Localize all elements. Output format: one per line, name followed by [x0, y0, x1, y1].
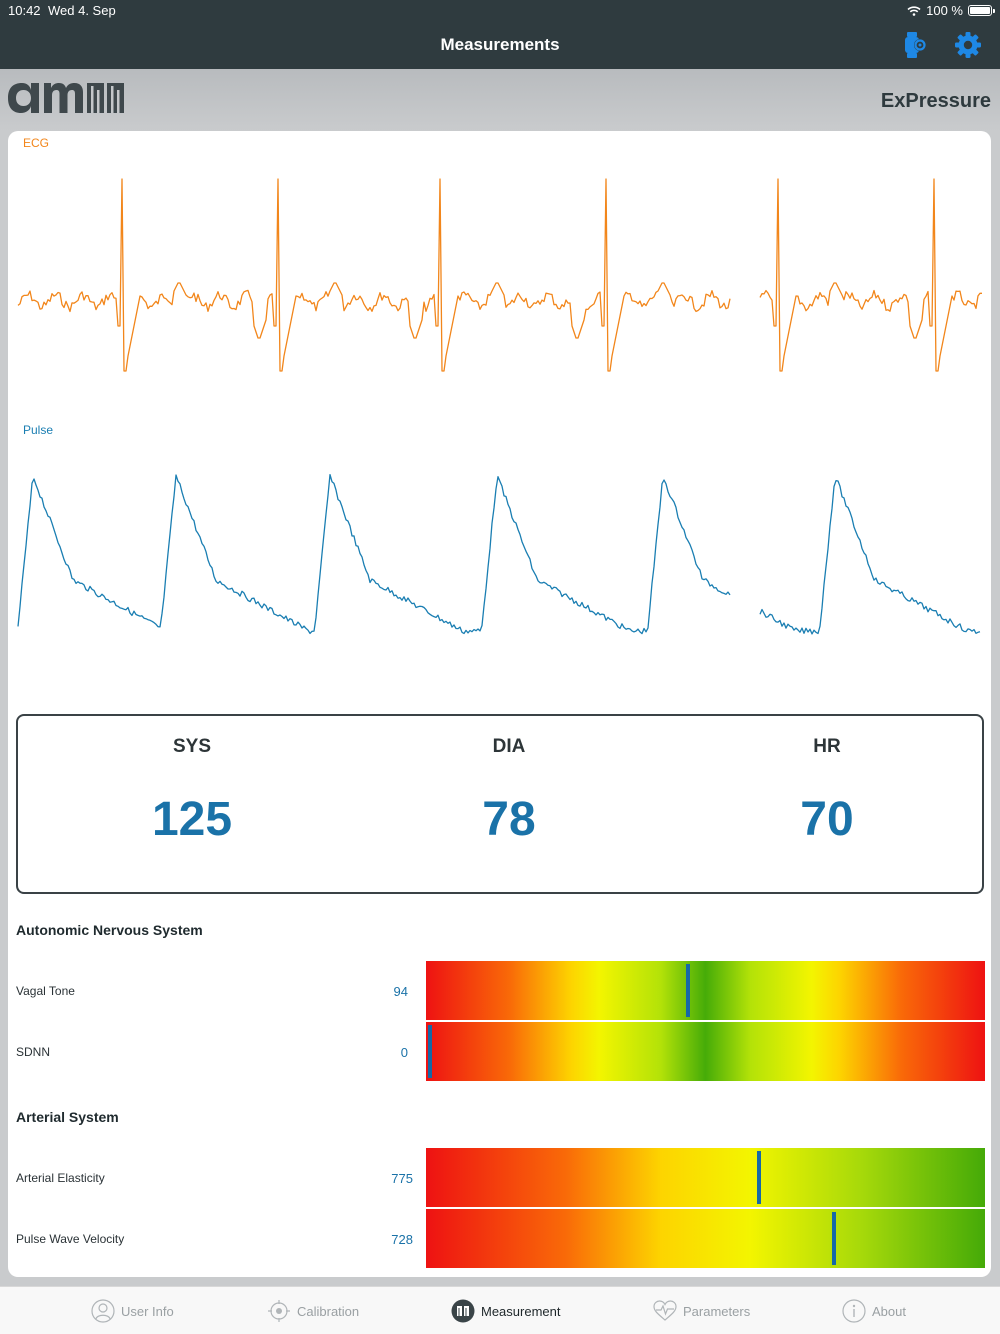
sdnn-marker — [427, 1025, 432, 1078]
tab-calibration[interactable]: Calibration — [267, 1299, 359, 1323]
status-bar: 10:42 Wed 4. Sep 100 % — [0, 0, 1000, 22]
ams-logo-icon — [451, 1299, 475, 1323]
user-icon — [91, 1299, 115, 1323]
tab-user-info[interactable]: User Info — [91, 1299, 174, 1323]
sys-column: SYS 125 — [112, 716, 272, 847]
battery-icon — [968, 5, 995, 16]
ams-logo — [8, 83, 124, 113]
pulse-wave-velocity-value: 728 — [391, 1232, 413, 1247]
tab-measurement[interactable]: Measurement — [451, 1299, 560, 1323]
dia-value: 78 — [482, 793, 536, 846]
navigation-bar: Measurements — [0, 22, 1000, 69]
tab-calibration-label: Calibration — [297, 1303, 360, 1319]
vitals-panel: SYS 125 DIA 78 HR 70 — [16, 714, 984, 894]
tab-about[interactable]: About — [842, 1299, 906, 1323]
vagal-tone-label: Vagal Tone — [16, 984, 75, 998]
dia-column: DIA 78 — [429, 716, 589, 847]
tab-bar: User Info Calibration Measurement Parame… — [0, 1286, 1000, 1334]
status-date: Wed 4. Sep — [48, 3, 116, 18]
vagal-tone-marker — [686, 964, 691, 1017]
ecg-waveform — [17, 178, 982, 372]
page-title: Measurements — [440, 35, 560, 54]
sdnn-gauge — [426, 1022, 985, 1081]
dia-label: DIA — [492, 736, 526, 757]
ans-section-title: Autonomic Nervous System — [16, 922, 203, 938]
ecg-label: ECG — [23, 136, 50, 150]
arterial-elasticity-marker — [756, 1151, 761, 1204]
status-indicators: 100 % — [907, 3, 995, 18]
calibration-icon — [268, 1300, 290, 1322]
tab-parameters-label: Parameters — [683, 1303, 751, 1319]
gear-icon[interactable] — [954, 31, 982, 59]
sdnn-label: SDNN — [16, 1045, 51, 1059]
sdnn-value: 0 — [400, 1045, 408, 1060]
heart-pulse-icon — [653, 1300, 677, 1321]
measurement-card: ECG Pulse SYS 125 DIA 78 HR 70 Autonomic… — [8, 131, 991, 1277]
arterial-elasticity-label: Arterial Elasticity — [16, 1171, 105, 1185]
tab-user-info-label: User Info — [121, 1303, 174, 1319]
arterial-elasticity-gauge — [426, 1148, 985, 1207]
sys-value: 125 — [151, 793, 233, 846]
tab-measurement-label: Measurement — [481, 1303, 561, 1319]
hr-column: HR 70 — [747, 716, 907, 847]
hr-label: HR — [813, 736, 841, 757]
info-icon — [842, 1299, 866, 1323]
vagal-tone-value: 94 — [393, 984, 408, 999]
tab-about-label: About — [872, 1303, 906, 1319]
watch-settings-icon[interactable] — [901, 31, 929, 59]
pulse-wave-velocity-marker — [831, 1212, 836, 1265]
pulse-wave-velocity-label: Pulse Wave Velocity — [16, 1232, 125, 1246]
status-time: 10:42 — [8, 3, 41, 18]
brand-bar: ExPressure — [0, 69, 1000, 131]
battery-percent: 100 % — [926, 3, 963, 18]
arterial-section-title: Arterial System — [16, 1109, 119, 1125]
pulse-label: Pulse — [23, 423, 54, 437]
vagal-tone-gauge — [426, 961, 985, 1020]
wifi-icon — [907, 5, 921, 16]
tab-parameters[interactable]: Parameters — [653, 1299, 750, 1323]
app-name: ExPressure — [880, 90, 991, 112]
sys-label: SYS — [172, 736, 212, 757]
pulse-waveform — [17, 473, 981, 635]
arterial-elasticity-value: 775 — [391, 1171, 413, 1186]
hr-value: 70 — [800, 793, 854, 846]
pulse-wave-velocity-gauge — [426, 1209, 985, 1268]
